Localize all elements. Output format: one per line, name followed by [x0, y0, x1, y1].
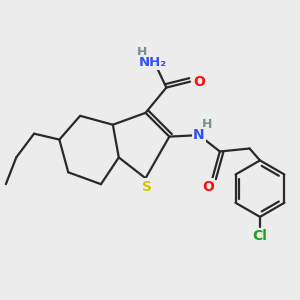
Text: S: S — [142, 180, 152, 194]
Text: H: H — [137, 46, 147, 59]
Text: N: N — [193, 128, 205, 142]
Text: O: O — [193, 75, 205, 88]
Text: Cl: Cl — [253, 229, 267, 243]
Text: H: H — [202, 118, 213, 131]
Text: NH₂: NH₂ — [139, 56, 167, 69]
Text: O: O — [202, 180, 214, 194]
